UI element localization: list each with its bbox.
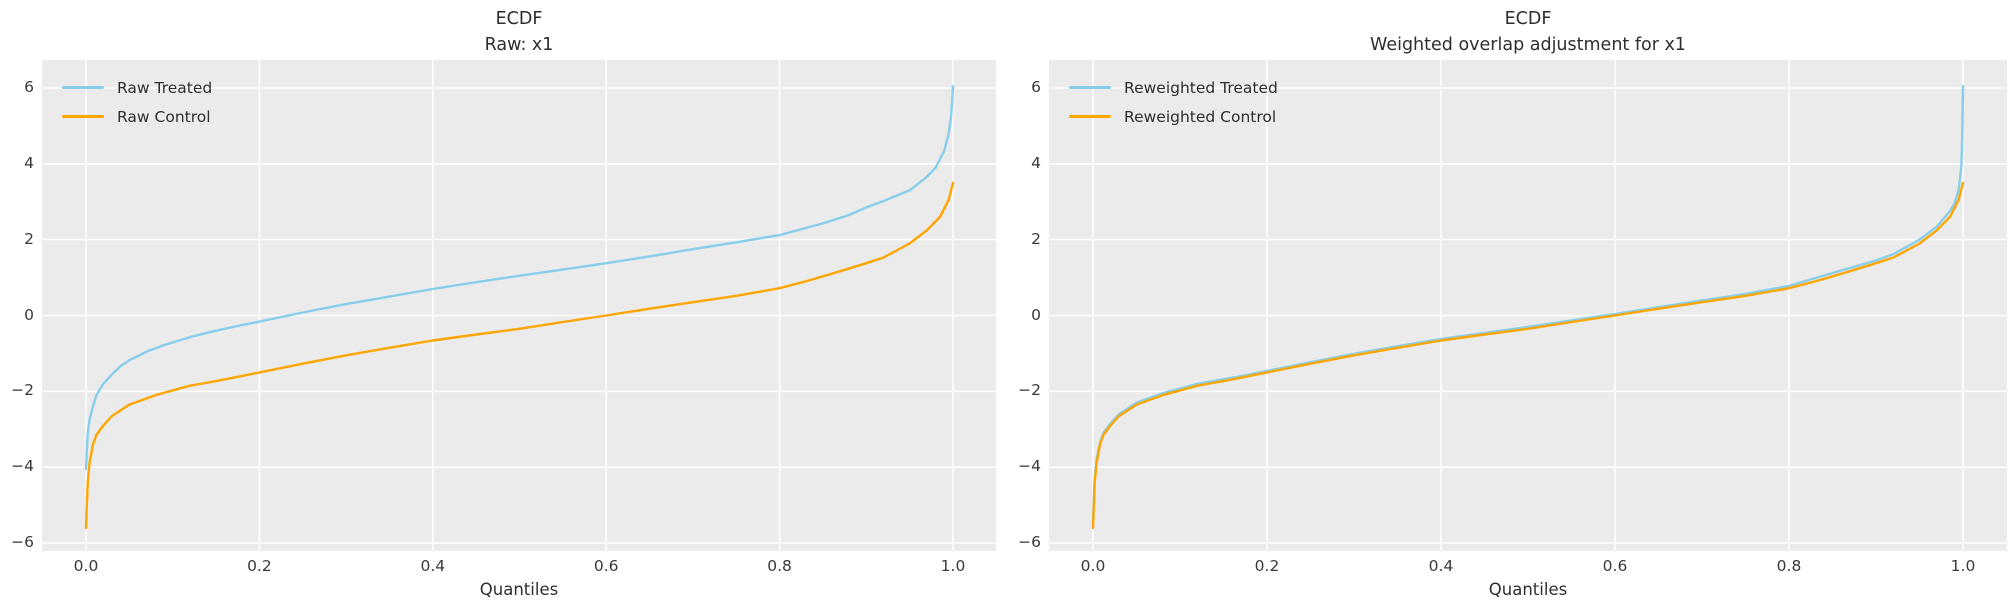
y-tick-label: 2 (1031, 229, 1041, 248)
plot-canvas (42, 60, 996, 551)
chart-title: ECDF Raw: x1 (42, 6, 996, 58)
legend-label: Raw Treated (117, 78, 213, 97)
x-tick-label: 0.4 (420, 557, 446, 575)
x-tick-label: 0.8 (767, 557, 792, 575)
x-tick-label: 1.0 (940, 557, 966, 575)
x-tick-label: 0.6 (1602, 557, 1628, 575)
raw-treated-curve (84, 84, 955, 471)
x-tick-label: 0.0 (73, 557, 99, 575)
y-tick-label: 0 (1031, 305, 1041, 324)
chart-title-line1: ECDF (495, 9, 543, 29)
reweighted-control-curve (1091, 181, 1965, 530)
y-tick-label: −4 (1018, 457, 1041, 476)
legend-item-raw-control: Raw Control (62, 102, 212, 131)
x-tick-label: 0.0 (1080, 557, 1106, 575)
plot-area (1049, 60, 2007, 551)
plot-canvas (1049, 60, 2007, 551)
legend-label: Reweighted Control (1124, 107, 1277, 126)
reweighted-treated-curve (1091, 84, 1965, 524)
legend-item-reweighted-treated: Reweighted Treated (1069, 73, 1278, 102)
y-tick-label: 2 (24, 229, 34, 248)
plot-area (42, 60, 996, 551)
raw-control-line-swatch (62, 115, 104, 118)
x-tick-label: 1.0 (1950, 557, 1976, 575)
y-tick-label: −6 (11, 533, 34, 552)
legend-label: Raw Control (117, 107, 211, 126)
x-tick-label: 0.4 (1428, 557, 1454, 575)
reweighted-control-line-swatch (1069, 115, 1111, 118)
x-tick-label: 0.6 (593, 557, 619, 575)
x-tick-label: 0.2 (1254, 557, 1280, 575)
raw-control-curve (84, 181, 955, 530)
y-tick-label: −6 (1018, 533, 1041, 552)
chart-title-line2: Raw: x1 (484, 35, 554, 55)
legend: Raw Treated Raw Control (62, 73, 212, 131)
x-axis-label: Quantiles (479, 580, 559, 599)
y-tick-label: 4 (24, 153, 34, 172)
legend-item-raw-treated: Raw Treated (62, 73, 212, 102)
y-tick-label: 0 (24, 305, 34, 324)
chart-title-line1: ECDF (1504, 9, 1552, 29)
y-tick-label: −2 (1018, 381, 1041, 400)
legend-label: Reweighted Treated (1124, 78, 1278, 97)
y-tick-label: −2 (11, 381, 34, 400)
chart-title-line2: Weighted overlap adjustment for x1 (1370, 35, 1686, 55)
x-tick-label: 0.8 (1776, 557, 1802, 575)
legend: Reweighted Treated Reweighted Control (1069, 73, 1278, 131)
chart-title: ECDF Weighted overlap adjustment for x1 (1049, 6, 2007, 58)
y-tick-label: 4 (1031, 153, 1041, 172)
x-axis-label: Quantiles (1488, 580, 1568, 599)
y-tick-label: 6 (1031, 78, 1041, 96)
x-tick-label: 0.2 (247, 557, 272, 575)
reweighted-treated-line-swatch (1069, 86, 1111, 89)
legend-item-reweighted-control: Reweighted Control (1069, 102, 1278, 131)
y-tick-label: −4 (11, 457, 34, 476)
raw-treated-line-swatch (62, 86, 104, 89)
y-tick-label: 6 (24, 78, 34, 96)
